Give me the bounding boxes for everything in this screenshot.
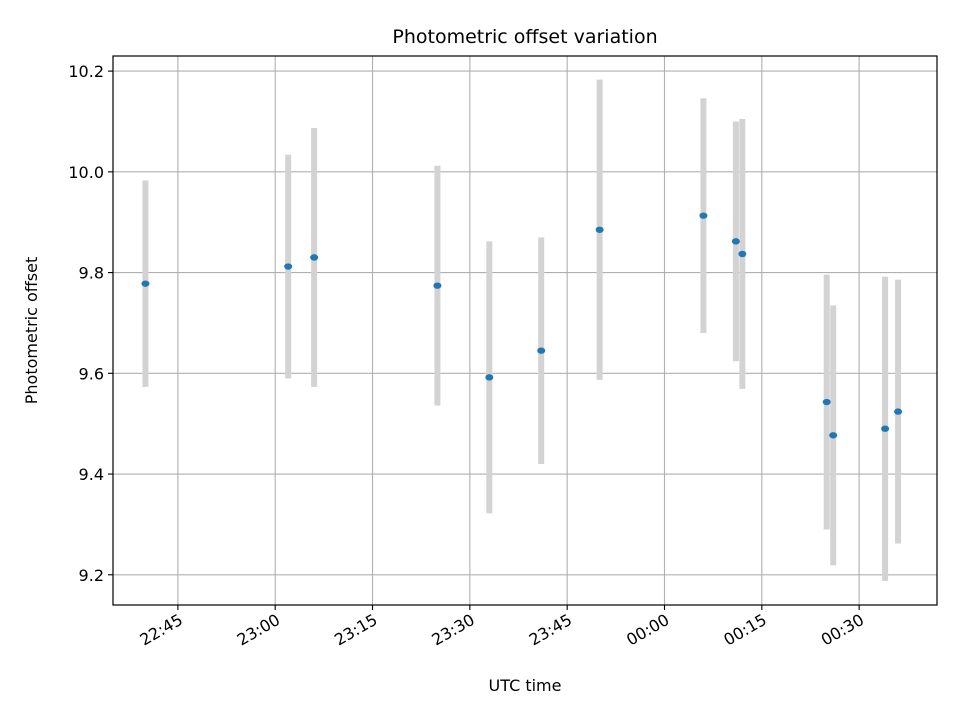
x-axis-title: UTC time bbox=[489, 676, 562, 695]
data-point bbox=[731, 238, 740, 245]
data-point bbox=[433, 282, 442, 289]
data-point bbox=[485, 374, 494, 381]
grid bbox=[113, 56, 937, 605]
y-tick-label: 10.0 bbox=[68, 163, 104, 182]
chart-title: Photometric offset variation bbox=[392, 26, 657, 48]
y-axis-ticks: 9.2 9.4 9.6 9.8 10.0 10.2 bbox=[68, 62, 113, 585]
y-axis-title: Photometric offset bbox=[22, 257, 41, 405]
data-point bbox=[699, 212, 708, 219]
plot-frame bbox=[112, 55, 938, 606]
y-tick-label: 9.2 bbox=[79, 566, 104, 585]
y-tick-label: 9.4 bbox=[79, 465, 104, 484]
data-point bbox=[537, 347, 546, 354]
data-point bbox=[894, 408, 903, 415]
data-point bbox=[310, 254, 319, 261]
data-point bbox=[284, 263, 293, 270]
y-tick-label: 10.2 bbox=[68, 62, 104, 81]
data-point bbox=[881, 425, 890, 432]
data-point bbox=[829, 432, 838, 439]
data-point bbox=[738, 250, 747, 258]
y-tick-label: 9.8 bbox=[79, 264, 104, 283]
data-points bbox=[141, 212, 903, 439]
data-point bbox=[822, 398, 831, 406]
y-tick-label: 9.6 bbox=[79, 364, 104, 383]
data-point bbox=[595, 226, 604, 233]
data-point bbox=[141, 280, 150, 287]
